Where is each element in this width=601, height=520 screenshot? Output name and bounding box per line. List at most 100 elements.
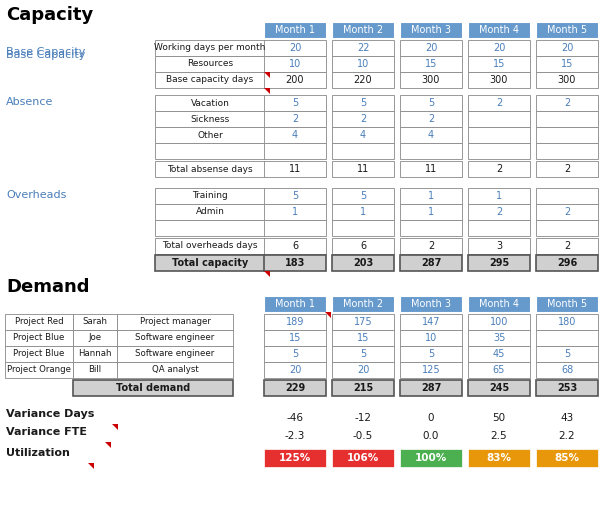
Text: Month 5: Month 5 <box>547 25 587 35</box>
Text: 300: 300 <box>558 75 576 85</box>
Bar <box>117 314 233 330</box>
Bar <box>332 143 394 159</box>
Bar <box>400 72 462 88</box>
Bar <box>536 380 598 396</box>
Text: 20: 20 <box>289 365 301 375</box>
Text: Month 3: Month 3 <box>411 25 451 35</box>
Text: 85%: 85% <box>555 453 579 463</box>
Polygon shape <box>112 424 118 430</box>
Text: Vacation: Vacation <box>191 98 230 108</box>
Bar <box>332 220 394 236</box>
Bar <box>155 56 265 72</box>
Polygon shape <box>105 442 111 448</box>
Bar <box>264 330 326 346</box>
Text: Utilization: Utilization <box>6 448 70 458</box>
Bar <box>400 238 462 254</box>
Bar <box>468 56 530 72</box>
Bar <box>536 127 598 143</box>
Text: 5: 5 <box>360 349 366 359</box>
Text: 45: 45 <box>493 349 505 359</box>
Text: 0.0: 0.0 <box>423 431 439 441</box>
Text: 2: 2 <box>496 164 502 174</box>
Bar <box>468 127 530 143</box>
Text: Project Orange: Project Orange <box>7 366 71 374</box>
Bar <box>400 449 462 467</box>
Bar <box>264 255 326 271</box>
Bar <box>400 296 462 312</box>
Bar <box>332 255 394 271</box>
Bar <box>468 204 530 220</box>
Bar <box>332 204 394 220</box>
Text: -0.5: -0.5 <box>353 431 373 441</box>
Bar <box>468 111 530 127</box>
Text: 2: 2 <box>292 114 298 124</box>
Text: Total overheads days: Total overheads days <box>162 241 258 251</box>
Text: 3: 3 <box>496 241 502 251</box>
Bar <box>400 161 462 177</box>
Text: -12: -12 <box>355 413 371 423</box>
Bar <box>400 188 462 204</box>
Bar <box>536 161 598 177</box>
Text: 83%: 83% <box>486 453 511 463</box>
Text: Month 3: Month 3 <box>411 299 451 309</box>
Bar <box>468 40 530 56</box>
Text: 215: 215 <box>353 383 373 393</box>
Bar <box>117 330 233 346</box>
Text: 106%: 106% <box>347 453 379 463</box>
Bar <box>5 346 73 362</box>
Bar <box>536 188 598 204</box>
Bar <box>468 143 530 159</box>
Text: 245: 245 <box>489 383 509 393</box>
Bar <box>468 449 530 467</box>
Bar <box>468 188 530 204</box>
Bar <box>264 449 326 467</box>
Text: Month 1: Month 1 <box>275 299 315 309</box>
Bar <box>400 204 462 220</box>
Bar <box>468 255 530 271</box>
Text: 15: 15 <box>561 59 573 69</box>
Polygon shape <box>264 88 270 94</box>
Text: Total capacity: Total capacity <box>172 258 248 268</box>
Text: 287: 287 <box>421 258 441 268</box>
Polygon shape <box>264 72 270 78</box>
Text: 50: 50 <box>492 413 505 423</box>
Text: 2.2: 2.2 <box>559 431 575 441</box>
Bar <box>400 362 462 378</box>
Bar <box>332 449 394 467</box>
Bar <box>155 238 265 254</box>
Bar <box>264 296 326 312</box>
Bar <box>5 362 73 378</box>
Bar <box>536 143 598 159</box>
Bar <box>264 238 326 254</box>
Text: Capacity: Capacity <box>6 6 93 24</box>
Bar <box>73 380 233 396</box>
Bar <box>264 362 326 378</box>
Text: 300: 300 <box>422 75 440 85</box>
Text: 229: 229 <box>285 383 305 393</box>
Text: 15: 15 <box>357 333 369 343</box>
Bar <box>536 22 598 38</box>
Text: Training: Training <box>192 191 228 201</box>
Text: 1: 1 <box>428 191 434 201</box>
Text: 1: 1 <box>428 207 434 217</box>
Text: 4: 4 <box>428 130 434 140</box>
Bar <box>400 346 462 362</box>
Bar <box>264 56 326 72</box>
Text: 295: 295 <box>489 258 509 268</box>
Text: Project Blue: Project Blue <box>13 333 65 343</box>
Text: 68: 68 <box>561 365 573 375</box>
Text: Month 4: Month 4 <box>479 25 519 35</box>
Bar <box>332 127 394 143</box>
Text: 2: 2 <box>564 164 570 174</box>
Text: Variance FTE: Variance FTE <box>6 427 87 437</box>
Text: 125: 125 <box>422 365 441 375</box>
Text: 2: 2 <box>496 98 502 108</box>
Bar <box>400 56 462 72</box>
Text: 287: 287 <box>421 383 441 393</box>
Bar <box>468 161 530 177</box>
Bar <box>264 22 326 38</box>
Bar <box>155 188 265 204</box>
Text: 5: 5 <box>292 191 298 201</box>
Bar <box>536 362 598 378</box>
Bar <box>332 296 394 312</box>
